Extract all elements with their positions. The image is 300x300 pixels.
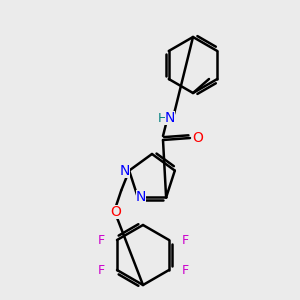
Text: H: H — [157, 112, 167, 124]
Text: N: N — [120, 164, 130, 178]
Text: F: F — [182, 263, 188, 277]
Text: F: F — [98, 263, 105, 277]
Text: N: N — [136, 190, 146, 204]
Text: F: F — [98, 233, 105, 247]
Text: F: F — [182, 233, 188, 247]
Text: O: O — [193, 131, 203, 145]
Text: N: N — [165, 111, 175, 125]
Text: O: O — [111, 205, 122, 219]
